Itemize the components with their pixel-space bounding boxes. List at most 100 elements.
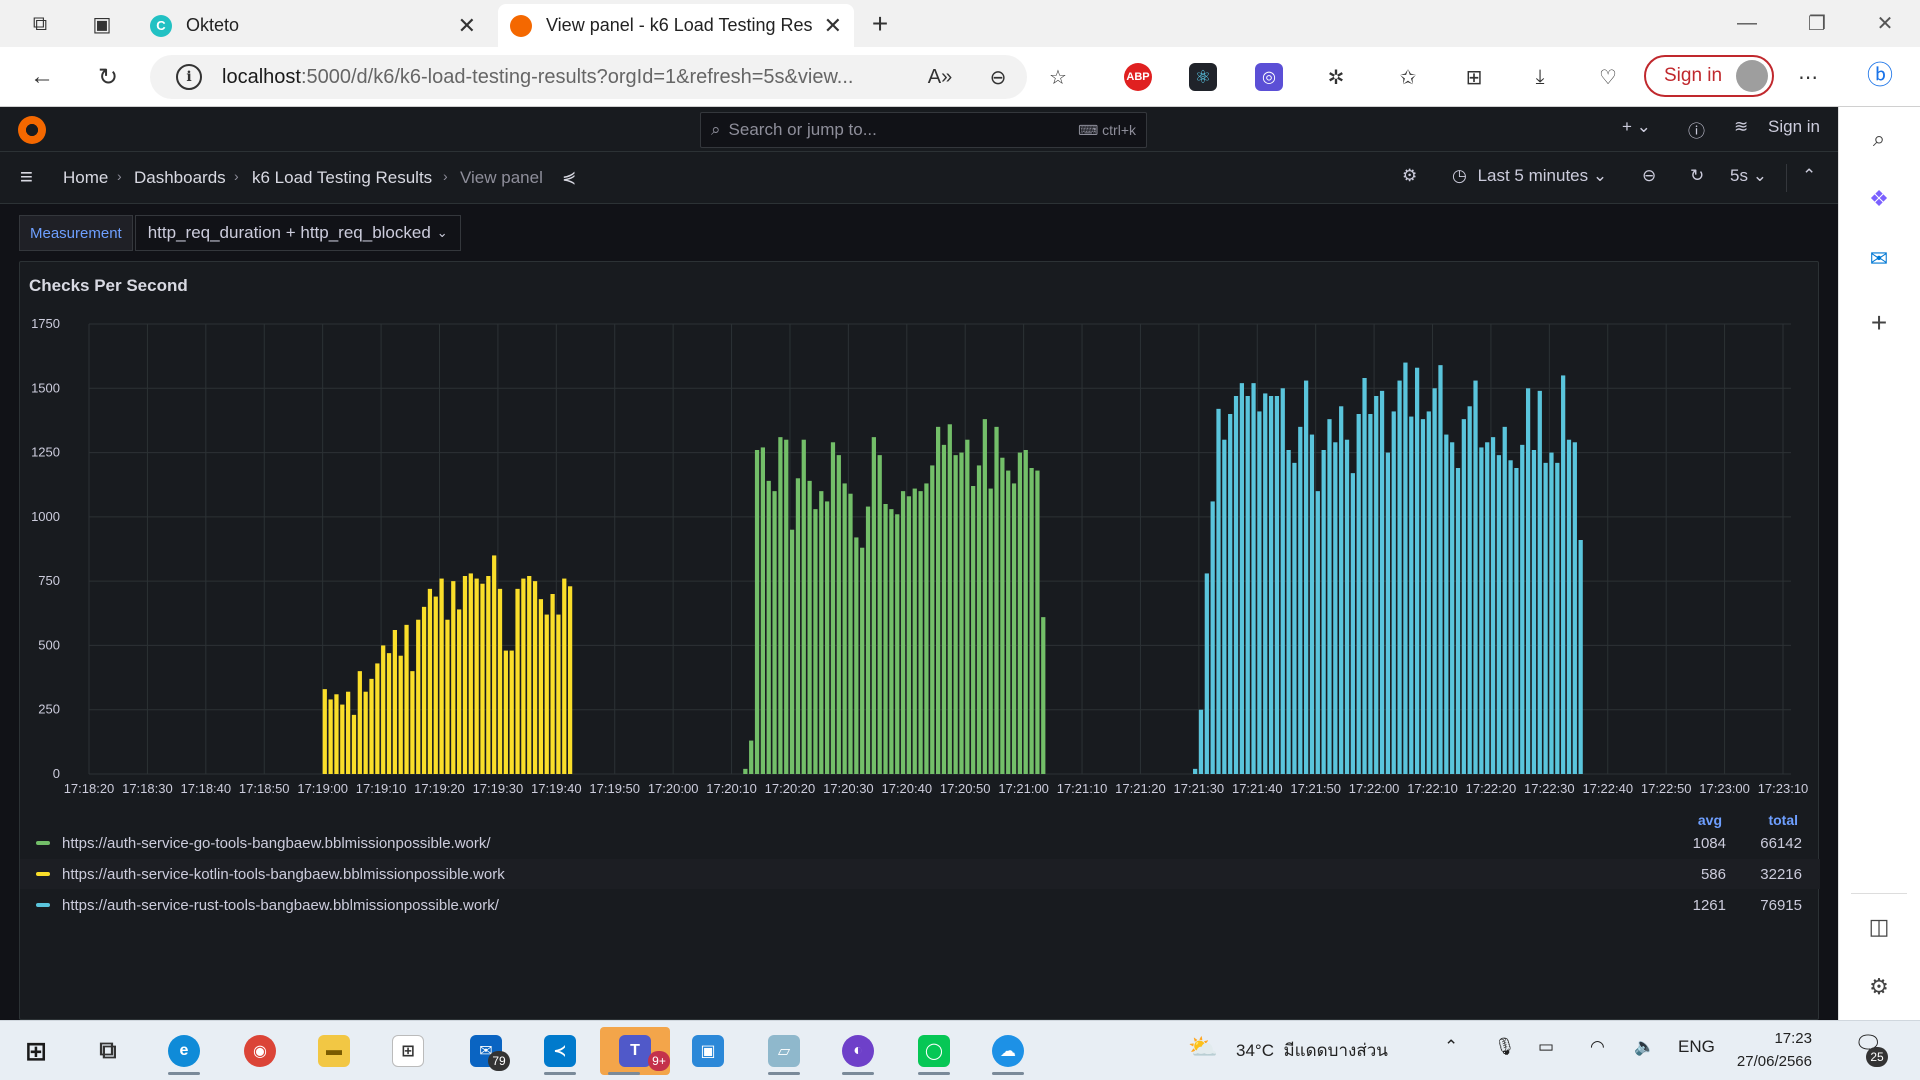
chart-bar[interactable] [398,655,403,774]
chart-bar[interactable] [1566,439,1572,774]
chart-bar[interactable] [521,578,526,774]
chart-bar[interactable] [369,678,374,774]
chart-bar[interactable] [784,439,789,774]
zoom-out-time-icon[interactable]: ⊖ [1642,166,1657,185]
time-range-picker[interactable]: ◷ Last 5 minutes ⌄ [1452,166,1608,185]
chart-bar[interactable] [1321,450,1326,774]
chart-bar[interactable] [1029,468,1034,774]
chart-bar[interactable] [801,439,806,774]
chart-bar[interactable] [556,614,561,774]
chart-bar[interactable] [1555,462,1560,774]
chart-bar[interactable] [1549,452,1554,774]
chart-bar[interactable] [1432,388,1437,774]
legend-series-name[interactable]: https://auth-service-rust-tools-bangbaew… [62,896,499,914]
chart-bar[interactable] [988,488,993,774]
chart-bar[interactable] [871,437,876,774]
chart-bar[interactable] [544,614,549,774]
chart-bar[interactable] [346,691,351,774]
chart-bar[interactable] [1578,540,1583,774]
grafana-logo-icon[interactable] [18,116,46,144]
chart-bar[interactable] [1414,367,1420,774]
breadcrumb-home[interactable]: Home [63,168,109,187]
legend-row-kotlin[interactable]: https://auth-service-kotlin-tools-bangba… [20,859,1820,889]
notification-center-icon[interactable]: 🗨 25 [1854,1031,1888,1067]
camera-extension-icon[interactable]: ◎ [1255,63,1283,91]
chart-bar[interactable] [1561,375,1566,774]
chart-bar[interactable] [1239,383,1244,774]
close-window-icon[interactable]: ✕ [1876,12,1894,35]
taskbar-docker[interactable]: ☁ [984,1027,1032,1075]
chart-bar[interactable] [462,576,468,774]
chart-bar[interactable] [1543,462,1548,774]
chart-bar[interactable] [982,419,987,774]
chart-bar[interactable] [1444,434,1449,774]
taskbar-file-explorer[interactable]: ▬ [310,1027,358,1075]
chart-bar[interactable] [1374,396,1379,774]
chart-bar[interactable] [1479,447,1484,774]
chart-bar[interactable] [936,426,941,774]
vertical-tabs-icon[interactable]: ▣ [92,13,112,36]
chart-bar[interactable] [1339,406,1344,774]
chart-bar[interactable] [1023,450,1028,774]
chart-bar[interactable] [509,650,514,774]
new-tab-icon[interactable]: + [871,8,889,39]
chart-bar[interactable] [1193,768,1198,774]
refresh-interval-picker[interactable]: 5s ⌄ [1730,166,1767,185]
chart-bar[interactable] [1397,380,1402,774]
chart-bar[interactable] [1041,617,1046,774]
collapse-chevron-up-icon[interactable]: ⌃ [1802,166,1817,185]
chart-bar[interactable] [1537,390,1542,774]
restore-icon[interactable]: ❐ [1808,12,1826,35]
chart-bar[interactable] [976,465,982,774]
grafana-sign-in-link[interactable]: Sign in [1768,117,1820,137]
chart-bar[interactable] [1309,434,1315,774]
chart-bar[interactable] [527,576,532,774]
chart-bar[interactable] [1502,426,1507,774]
chart-bar[interactable] [421,606,427,774]
chart-bar[interactable] [789,529,795,774]
chart-bar[interactable] [445,619,450,774]
back-arrow-icon[interactable]: ← [30,63,54,90]
chart-bar[interactable] [451,581,456,774]
volume-icon[interactable]: 🔈 [1634,1037,1656,1056]
chart-bar[interactable] [1333,442,1338,774]
chart-bar[interactable] [918,491,923,774]
chart-bar[interactable] [813,509,818,774]
taskbar-line[interactable]: ◯ [910,1027,958,1075]
minimize-icon[interactable]: — [1737,11,1757,34]
chart-bar[interactable] [994,426,999,774]
chart-bar[interactable] [930,465,935,774]
chart-bar[interactable] [1304,380,1309,774]
taskbar-notes[interactable]: ▱ [760,1027,808,1075]
task-view-button[interactable]: ⧉ [84,1027,132,1075]
weather-sun-cloud-icon[interactable]: ⛅ [1188,1034,1218,1061]
chart-bar[interactable] [363,691,368,774]
chart-bar[interactable] [1368,414,1373,774]
chart-bar[interactable] [971,486,976,774]
chart-bar[interactable] [825,501,830,774]
news-feed-icon[interactable]: ≋ [1734,117,1749,136]
taskbar-chrome[interactable]: ◉ [236,1027,284,1075]
chart-bar[interactable] [1426,411,1431,774]
favorite-star-icon[interactable]: ☆ [1049,66,1067,89]
hamburger-menu-icon[interactable]: ≡ [20,164,33,189]
chart-bar[interactable] [965,439,970,774]
new-menu-button[interactable]: + ⌄ [1622,117,1651,136]
chart-bar[interactable] [1000,457,1005,774]
outlook-icon[interactable]: ✉ [1869,246,1889,271]
chart-bar[interactable] [1228,414,1233,774]
breadcrumb-dashboard[interactable]: k6 Load Testing Results [252,168,433,187]
search-input[interactable]: ⌕ Search or jump to... ⌨ ctrl+k [700,112,1147,148]
chart-bar[interactable] [439,578,444,774]
help-icon[interactable]: ⓘ [1688,122,1705,141]
battery-icon[interactable]: ▭ [1538,1037,1555,1056]
chart-bar[interactable] [778,437,783,774]
url-text[interactable]: localhost:5000/d/k6/k6-load-testing-resu… [222,66,902,89]
chart-bar[interactable] [392,630,397,774]
chart-bar[interactable] [1420,419,1426,774]
chart-bar[interactable] [754,450,760,774]
more-menu-icon[interactable]: ⋯ [1798,66,1818,89]
chart-bar[interactable] [900,491,906,774]
chart-bar[interactable] [1473,380,1478,774]
taskbar-outlook[interactable]: ✉ 79 [462,1027,510,1075]
